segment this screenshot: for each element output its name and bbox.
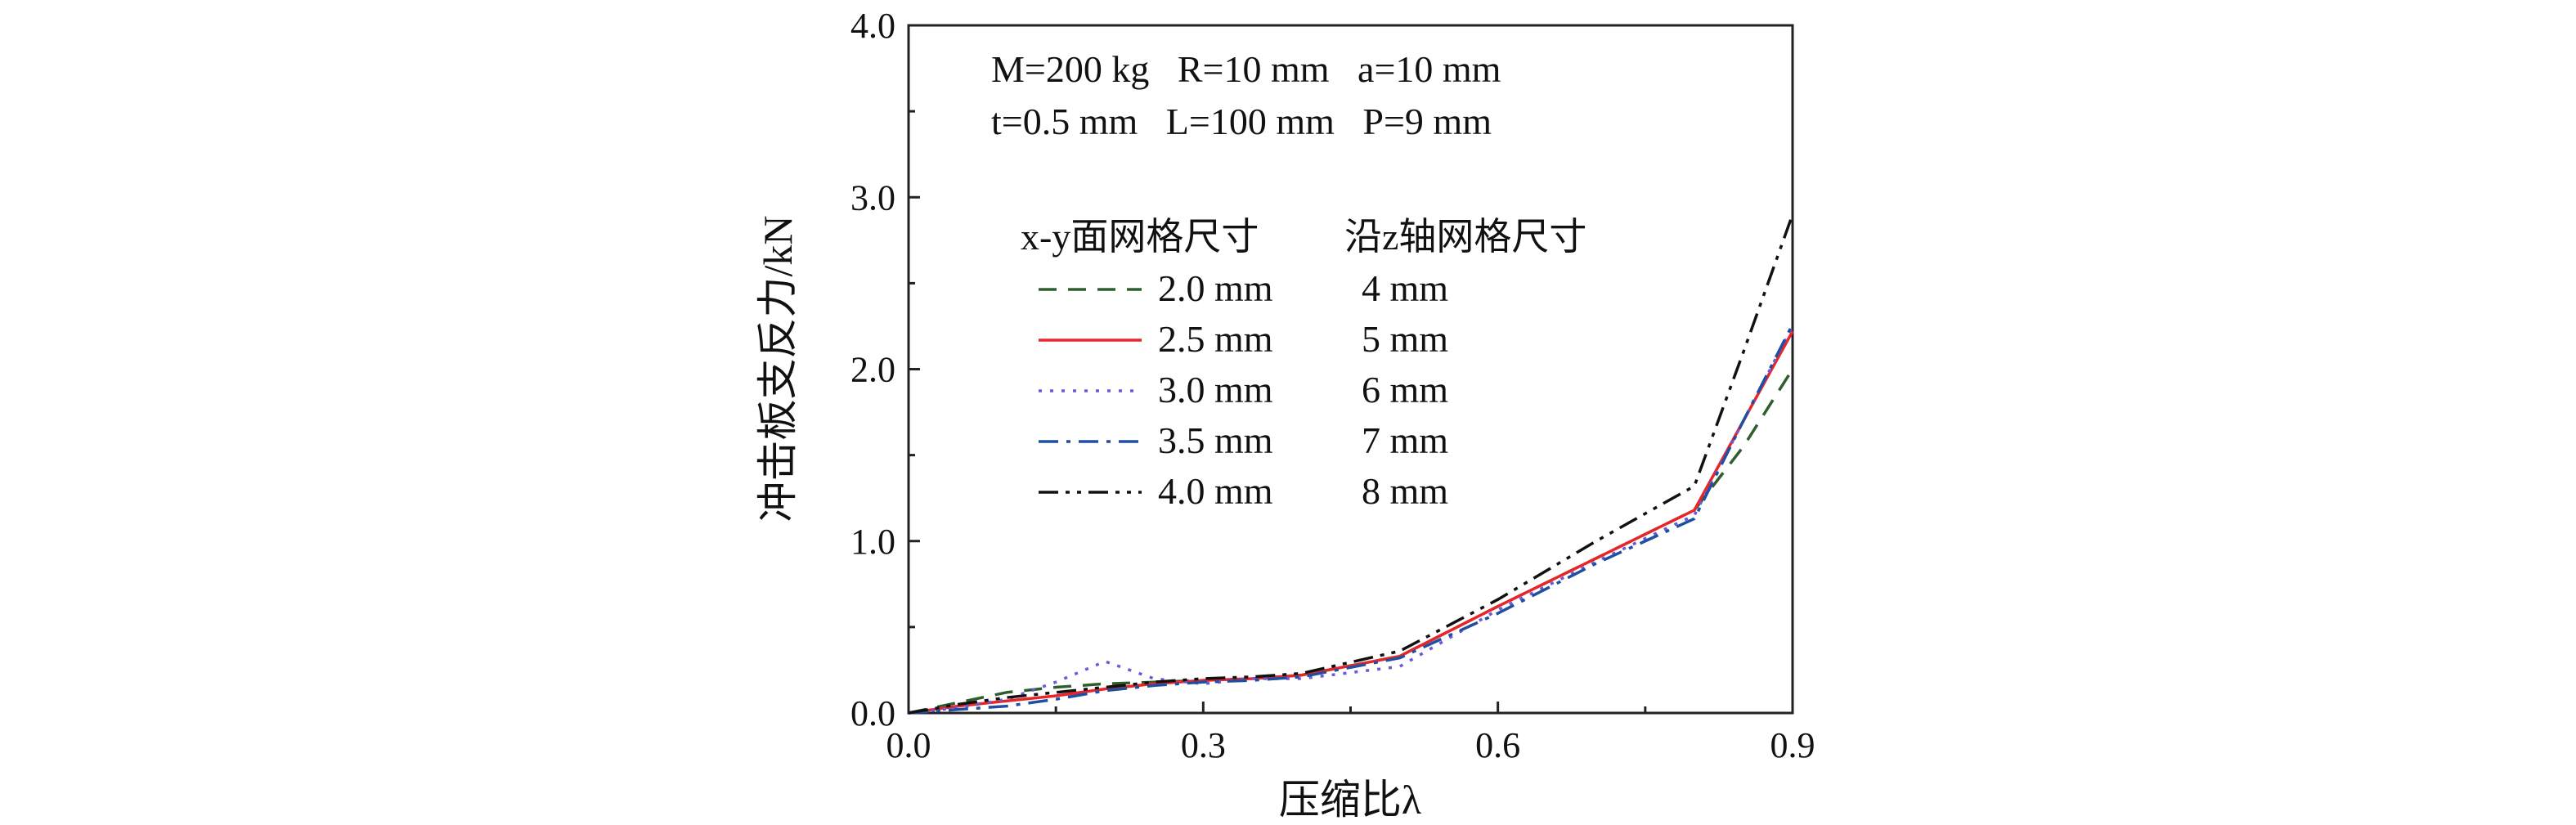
legend-xy-size-1: 2.0 mm <box>1158 267 1273 309</box>
parameter-line-1: M=200 kg R=10 mm a=10 mm <box>991 48 1501 90</box>
y-tick-label: 2.0 <box>850 350 895 390</box>
y-tick-label: 1.0 <box>850 522 895 562</box>
y-tick-label: 4.0 <box>850 6 895 46</box>
x-axis-label: 压缩比λ <box>1279 777 1421 823</box>
series-line-1 <box>908 368 1794 715</box>
legend-z-size-1: 4 mm <box>1362 267 1448 309</box>
legend-z-size-5: 8 mm <box>1362 470 1448 512</box>
legend-header-z: 沿z轴网格尺寸 <box>1344 216 1586 258</box>
y-tick-label: 0.0 <box>850 693 895 733</box>
legend-z-size-4: 7 mm <box>1362 419 1448 461</box>
series-line-2 <box>908 330 1794 715</box>
legend: x-y面网格尺寸 沿z轴网格尺寸 2.0 mm 4 mm 2.5 mm 5 mm 3.0… <box>1021 216 1586 512</box>
legend-z-size-2: 5 mm <box>1362 318 1448 360</box>
legend-xy-size-4: 3.5 mm <box>1158 419 1273 461</box>
series-layer <box>908 213 1794 715</box>
series-line-3 <box>908 325 1794 715</box>
legend-xy-size-2: 2.5 mm <box>1158 318 1273 360</box>
legend-z-size-3: 6 mm <box>1362 369 1448 410</box>
x-tick-label: 0.9 <box>1770 725 1815 765</box>
y-tick-label: 3.0 <box>850 177 895 217</box>
legend-xy-size-5: 4.0 mm <box>1158 470 1273 512</box>
x-tick-label: 0.6 <box>1475 725 1520 765</box>
parameter-line-2: t=0.5 mm L=100 mm P=9 mm <box>991 101 1492 142</box>
x-tick-label: 0.0 <box>886 725 931 765</box>
y-axis-label: 冲击板支反力/kN <box>755 216 801 522</box>
series-line-4 <box>908 324 1794 715</box>
legend-header-xy: x-y面网格尺寸 <box>1021 216 1259 258</box>
legend-xy-size-3: 3.0 mm <box>1158 369 1273 410</box>
x-tick-label: 0.3 <box>1181 725 1226 765</box>
legend-entries: 2.0 mm 4 mm 2.5 mm 5 mm 3.0 mm 6 mm 3.5 mm 7 mm… <box>1039 267 1448 512</box>
series-line-5 <box>908 213 1794 715</box>
axis-ticks: 0.0 0.3 0.6 0.9 0.0 1.0 2.0 3.0 4.0 <box>850 6 1815 765</box>
